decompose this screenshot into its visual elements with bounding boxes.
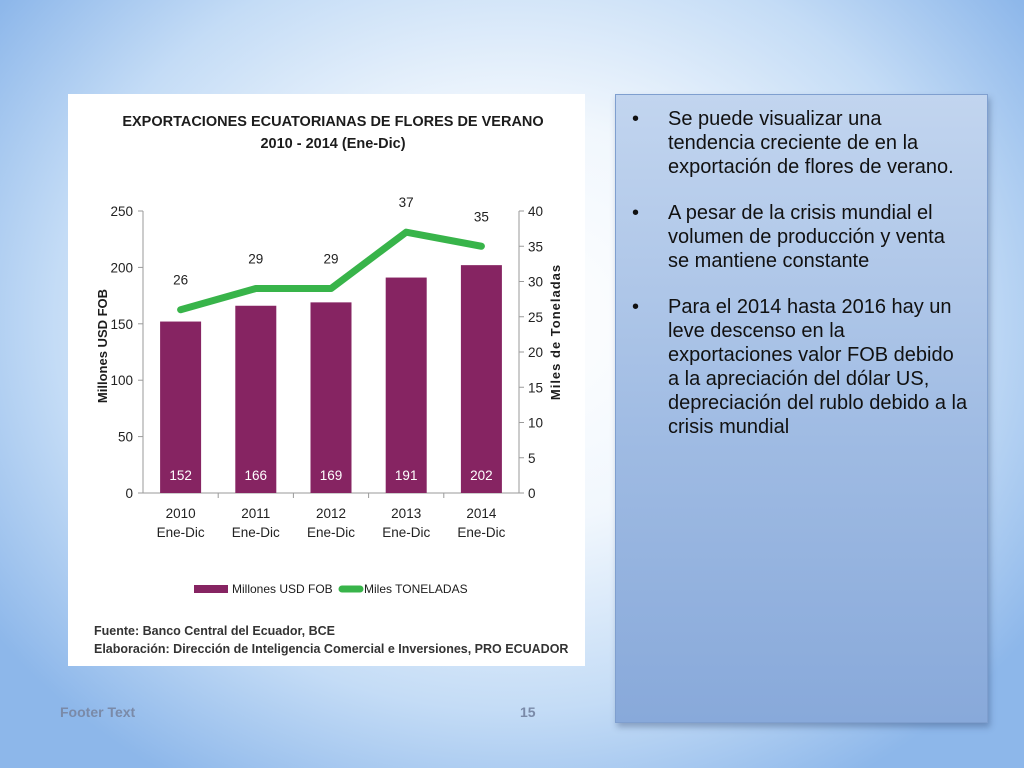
y-right-tick-label: 30 — [528, 275, 543, 290]
chart-subtitle: 2010 - 2014 (Ene-Dic) — [260, 136, 405, 152]
bar — [460, 265, 502, 493]
bar-value-label: 169 — [320, 468, 343, 483]
bar-value-label: 152 — [169, 468, 192, 483]
x-tick-label-period: Ene-Dic — [457, 525, 505, 540]
bullet-text: A pesar de la crisis mundial el volumen … — [668, 202, 945, 272]
bar-value-label: 166 — [245, 468, 268, 483]
line-series — [177, 228, 485, 314]
bars-layer: 152 166 169 191 202 — [160, 265, 502, 493]
chart-svg: EXPORTACIONES ECUATORIANAS DE FLORES DE … — [94, 114, 568, 656]
bullet-text: Para el 2014 hasta 2016 hay un leve desc… — [668, 296, 968, 438]
footer-text: Footer Text — [60, 704, 136, 720]
bar-value-label: 202 — [470, 468, 493, 483]
y-right-tick-label: 35 — [528, 239, 543, 254]
x-tick-label-period: Ene-Dic — [232, 525, 280, 540]
line-value-label: 26 — [173, 273, 188, 288]
legend-label-bar: Millones USD FOB — [232, 582, 333, 596]
y-left-tick-label: 50 — [118, 430, 133, 445]
y-left-tick-label: 200 — [110, 260, 133, 275]
bullet-list: • Se puede visualizar una tendencia creci… — [616, 95, 987, 439]
y-right-tick-label: 25 — [528, 310, 543, 325]
y-right-tick-label: 10 — [528, 416, 543, 431]
x-tick-label-year: 2010 — [166, 506, 196, 521]
y-left-label: Millones USD FOB — [95, 289, 110, 403]
line-point — [177, 306, 184, 313]
y-right-tick-label: 20 — [528, 345, 543, 360]
bar — [310, 302, 352, 493]
line-value-label: 29 — [323, 252, 338, 267]
bullet-icon: • — [632, 296, 640, 318]
bullet-item: • A pesar de la crisis mundial el volumen… — [630, 201, 969, 273]
line-point — [328, 285, 334, 292]
x-tick-label-year: 2011 — [241, 506, 270, 521]
y-right-tick-label: 15 — [528, 380, 543, 395]
line-layer: 26 29 29 37 35 — [173, 195, 489, 314]
y-right-tick-label: 5 — [528, 451, 536, 466]
y-right-label: Miles de Toneladas — [548, 264, 563, 400]
line-point — [478, 243, 485, 250]
y-right-tick-label: 40 — [528, 204, 543, 219]
line-point — [403, 229, 410, 236]
y-left-tick-label: 250 — [110, 204, 133, 219]
x-tick-label-period: Ene-Dic — [157, 525, 205, 540]
axes-layer: 0 50 100 150 200 250 0 5 10 15 20 25 30 35 40 2010 Ene-D… — [110, 204, 543, 540]
line-value-label: 37 — [399, 195, 414, 210]
source-line-2: Elaboración: Dirección de Inteligencia C… — [94, 642, 568, 656]
bar — [160, 321, 202, 493]
line-value-label: 29 — [248, 252, 263, 267]
y-left-tick-label: 0 — [125, 486, 133, 501]
legend-swatch-bar — [194, 585, 228, 593]
bar — [385, 277, 427, 493]
y-left-tick-label: 150 — [110, 317, 133, 332]
bullet-item: • Se puede visualizar una tendencia creci… — [630, 107, 969, 179]
bar — [235, 305, 277, 493]
y-right-tick-label: 0 — [528, 486, 536, 501]
bar-value-label: 191 — [395, 468, 418, 483]
line-point — [252, 285, 259, 292]
bullet-icon: • — [632, 108, 640, 130]
chart-card: EXPORTACIONES ECUATORIANAS DE FLORES DE … — [68, 94, 585, 666]
y-left-tick-label: 100 — [110, 373, 133, 388]
x-tick-label-year: 2012 — [316, 506, 346, 521]
page-number: 15 — [520, 704, 536, 720]
text-panel: • Se puede visualizar una tendencia creci… — [615, 94, 988, 723]
legend-label-line: Miles TONELADAS — [364, 582, 468, 596]
bullet-text: Se puede visualizar una tendencia crecie… — [668, 108, 954, 178]
chart-legend: Millones USD FOB Miles TONELADAS — [194, 582, 468, 596]
line-value-label: 35 — [474, 209, 489, 224]
bullet-item: • Para el 2014 hasta 2016 hay un leve des… — [630, 295, 969, 439]
chart-title: EXPORTACIONES ECUATORIANAS DE FLORES DE … — [122, 114, 543, 130]
x-tick-label-period: Ene-Dic — [307, 525, 355, 540]
bullet-icon: • — [632, 202, 640, 224]
source-line-1: Fuente: Banco Central del Ecuador, BCE — [94, 624, 335, 638]
x-tick-label-year: 2014 — [466, 506, 497, 521]
x-tick-label-year: 2013 — [391, 506, 421, 521]
x-tick-label-period: Ene-Dic — [382, 525, 430, 540]
